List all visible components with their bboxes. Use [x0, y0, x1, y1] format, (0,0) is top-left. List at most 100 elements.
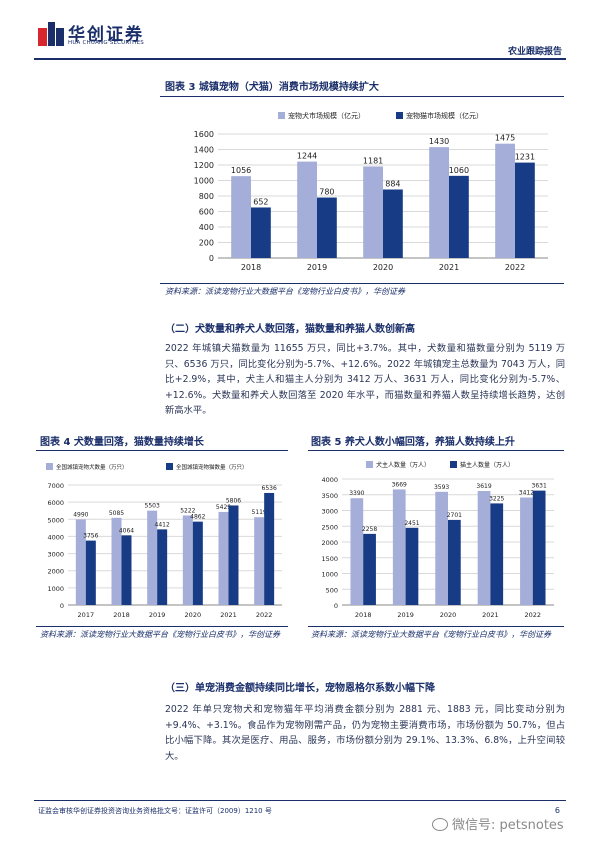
figure-4-chart: 全国城镇宠物犬数量（万只） 全国城镇宠物猫数量（万只） 0 1000 2000 3000 4… — [36, 455, 288, 625]
fig3-legend-label-1: 宠物猫市场规模（亿元） — [406, 111, 483, 120]
fig3-data-label: 1475 — [495, 134, 515, 143]
fig4-y-tick-label: 3000 — [47, 551, 64, 559]
fig5-legend-swatch-1 — [450, 461, 457, 468]
fig4-bar-2022-s1 — [264, 492, 275, 605]
footer-license: 证监会审核华创证券投资咨询业务资格批文号：证监许可（2009）1210 号 — [38, 807, 272, 815]
fig4-legend-swatch-0 — [46, 463, 53, 470]
fig4-data-label: 5119 — [252, 509, 267, 516]
fig3-data-label: 1181 — [363, 156, 383, 165]
wechat-icon — [432, 818, 448, 831]
fig5-data-label: 2701 — [447, 512, 462, 519]
fig4-bar-2018-s1 — [121, 535, 132, 605]
fig3-y-tick-label: 1600 — [194, 130, 214, 139]
watermark: 微信号: petsnotes — [432, 814, 564, 833]
fig4-y-tick-label: 4000 — [47, 533, 64, 541]
fig5-x-tick-label: 2021 — [482, 611, 499, 619]
fig4-bar-2017-s0 — [75, 519, 86, 605]
figure-3-top-rule — [160, 96, 564, 97]
section-3-paragraph: 2022 年单只宠物犬和宠物猫年平均消费金额分别为 2881 元、1883 元，… — [165, 704, 565, 762]
fig5-bar-2018-s0 — [350, 498, 364, 605]
fig3-data-label: 884 — [385, 179, 400, 188]
fig3-x-tick-label: 2018 — [241, 263, 261, 272]
fig3-data-label: 780 — [319, 188, 334, 197]
fig3-legend-swatch-0 — [278, 112, 285, 119]
fig5-legend-label-1: 猫主人数量（万人） — [460, 461, 514, 469]
page-header: 华创证券 HUA CHUANG SECURITIES 农业跟踪报告 — [0, 0, 600, 66]
fig3-bar-2019-s1 — [317, 197, 337, 258]
fig3-x-tick-label: 2020 — [373, 263, 393, 272]
fig4-y-tick-label: 2000 — [47, 568, 64, 576]
section-2-paragraph: 2022 年城镇犬猫数量为 11655 万只，同比+3.7%。其中，犬数量和猫数… — [165, 343, 565, 416]
fig4-svg: 全国城镇宠物犬数量（万只） 全国城镇宠物猫数量（万只） 0 1000 2000 3000 4… — [46, 463, 282, 619]
fig3-data-label: 652 — [253, 197, 268, 206]
fig3-bar-2022-s1 — [515, 162, 535, 258]
fig4-legend-swatch-1 — [166, 463, 173, 470]
fig5-data-label: 3225 — [489, 495, 504, 502]
fig5-y-tick-label: 2000 — [321, 539, 338, 547]
section-2-heading: （二）犬数量和养犬人数回落，猫数量和养猫人数创新高 — [165, 324, 415, 335]
fig3-data-label: 1060 — [449, 166, 469, 175]
fig4-legend-label-1: 全国城镇宠物猫数量（万只） — [176, 463, 248, 471]
fig3-y-tick-label: 0 — [209, 254, 214, 263]
fig5-bar-2020-s0 — [435, 491, 448, 605]
footer-divider — [34, 800, 566, 801]
fig3-bar-2018-s0 — [231, 176, 251, 258]
figure-3-chart: 宠物犬市场规模（亿元） 宠物猫市场规模（亿元） 0 200 400 600 800 1000 1… — [160, 100, 564, 280]
fig5-legend-swatch-0 — [366, 461, 373, 468]
fig3-data-label: 1056 — [231, 166, 251, 175]
fig4-data-label: 4862 — [190, 514, 205, 521]
figure-4-title: 图表 4 犬数量回落，猫数量持续增长 — [40, 437, 204, 448]
fig4-x-tick-label: 2022 — [256, 611, 273, 619]
fig4-bar-2021-s1 — [228, 505, 239, 605]
fig4-legend-label-0: 全国城镇宠物犬数量（万只） — [56, 463, 128, 471]
fig4-y-tick-label: 1000 — [47, 585, 64, 593]
brand-logo-icon — [38, 22, 64, 46]
fig3-bar-2021-s0 — [429, 147, 449, 258]
figure-5-top-rule — [308, 450, 564, 451]
fig5-bar-2019-s0 — [392, 489, 406, 605]
fig5-legend-label-0: 犬主人数量（万人） — [376, 461, 430, 469]
figure-5-bottom-rule — [308, 626, 564, 627]
fig5-data-label: 3631 — [532, 483, 547, 490]
fig4-bar-2020-s0 — [182, 515, 193, 605]
figure-5-title: 图表 5 养犬人数小幅回落，养猫人数持续上升 — [311, 437, 515, 448]
fig5-y-tick-label: 2500 — [321, 523, 338, 531]
fig4-bar-2019-s1 — [157, 529, 168, 605]
figure-5-source: 资料来源：派读宠物行业大数据平台《宠物行业白皮书》，华创证券 — [311, 630, 551, 639]
figure-5-chart: 犬主人数量（万人） 猫主人数量（万人） 0 500 1000 1500 2000 2500 30… — [308, 455, 564, 625]
fig3-svg: 宠物犬市场规模（亿元） 宠物猫市场规模（亿元） 0 200 400 600 800 1000 1… — [194, 111, 548, 272]
fig4-data-label: 5806 — [226, 497, 241, 504]
fig3-x-tick-label: 2022 — [505, 263, 525, 272]
fig4-data-label: 4412 — [155, 521, 170, 528]
fig5-data-label: 3412 — [519, 490, 534, 497]
fig5-x-tick-label: 2020 — [440, 611, 457, 619]
fig4-y-tick-label: 7000 — [47, 482, 64, 490]
fig3-data-label: 1430 — [429, 137, 449, 146]
fig5-data-label: 3669 — [392, 481, 407, 488]
fig3-x-tick-label: 2019 — [307, 263, 327, 272]
fig4-y-tick-label: 5000 — [47, 516, 64, 524]
figure-3-title: 图表 3 城镇宠物（犬猫）消费市场规模持续扩大 — [165, 82, 379, 93]
fig5-bar-2022-s1 — [532, 490, 546, 605]
fig5-x-tick-label: 2018 — [355, 611, 372, 619]
fig4-x-tick-label: 2018 — [113, 611, 130, 619]
fig4-x-tick-label: 2020 — [185, 611, 202, 619]
fig4-bar-2022-s0 — [254, 517, 265, 605]
fig4-bar-2021-s0 — [218, 511, 229, 605]
fig4-bar-2018-s0 — [111, 517, 122, 605]
fig4-data-label: 4990 — [73, 511, 88, 518]
fig5-x-tick-label: 2019 — [397, 611, 414, 619]
fig3-legend-label-0: 宠物犬市场规模（亿元） — [288, 111, 365, 120]
fig5-bar-2021-s1 — [490, 503, 504, 605]
fig5-bar-2021-s0 — [477, 491, 491, 605]
fig4-bar-2017-s1 — [85, 540, 96, 605]
fig4-data-label: 4064 — [119, 527, 134, 534]
fig5-svg: 犬主人数量（万人） 猫主人数量（万人） 0 500 1000 1500 2000 2500 30… — [321, 461, 554, 619]
fig5-y-tick-label: 0 — [334, 602, 338, 610]
figure-4-bottom-rule — [36, 626, 288, 627]
fig5-bar-2022-s0 — [520, 497, 533, 605]
fig4-x-tick-label: 2021 — [220, 611, 237, 619]
page-number: 6 — [554, 806, 560, 815]
fig5-y-tick-label: 500 — [326, 586, 338, 594]
figure-4-top-rule — [36, 450, 288, 451]
